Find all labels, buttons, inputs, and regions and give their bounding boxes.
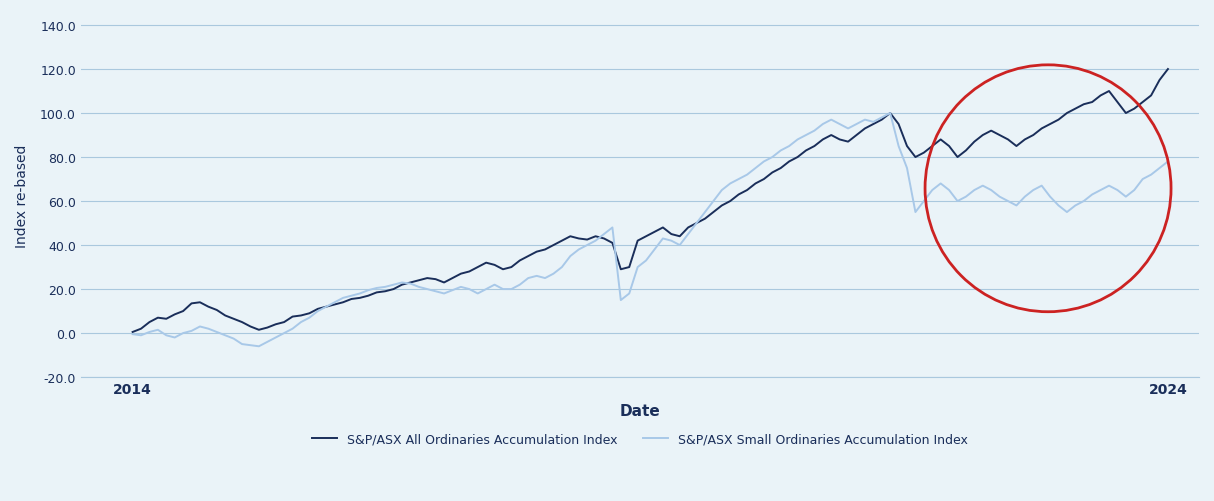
S&P/ASX All Ordinaries Accumulation Index [1152,78,1167,84]
Y-axis label: Index re-based: Index re-based [15,145,29,247]
S&P/ASX All Ordinaries Accumulation Index [319,304,334,310]
S&P/ASX Small Ordinaries Accumulation Index [328,300,342,306]
S&P/ASX Small Ordinaries Accumulation Index [134,333,148,339]
S&P/ASX All Ordinaries Accumulation Index [193,300,208,306]
Line: S&P/ASX All Ordinaries Accumulation Index: S&P/ASX All Ordinaries Accumulation Inde… [132,70,1168,332]
Legend: S&P/ASX All Ordinaries Accumulation Index, S&P/ASX Small Ordinaries Accumulation: S&P/ASX All Ordinaries Accumulation Inde… [307,428,972,451]
S&P/ASX Small Ordinaries Accumulation Index [1161,159,1175,165]
S&P/ASX All Ordinaries Accumulation Index [134,326,148,332]
S&P/ASX Small Ordinaries Accumulation Index [731,177,745,183]
S&P/ASX Small Ordinaries Accumulation Index [589,238,603,244]
S&P/ASX All Ordinaries Accumulation Index [724,198,738,204]
X-axis label: Date: Date [619,403,660,418]
Line: S&P/ASX Small Ordinaries Accumulation Index: S&P/ASX Small Ordinaries Accumulation In… [132,114,1168,347]
S&P/ASX All Ordinaries Accumulation Index [125,329,140,335]
S&P/ASX Small Ordinaries Accumulation Index [193,324,208,330]
S&P/ASX All Ordinaries Accumulation Index [429,277,443,283]
S&P/ASX Small Ordinaries Accumulation Index [437,291,452,297]
S&P/ASX All Ordinaries Accumulation Index [1161,67,1175,73]
S&P/ASX Small Ordinaries Accumulation Index [251,344,266,350]
S&P/ASX Small Ordinaries Accumulation Index [125,332,140,338]
S&P/ASX Small Ordinaries Accumulation Index [883,111,897,117]
